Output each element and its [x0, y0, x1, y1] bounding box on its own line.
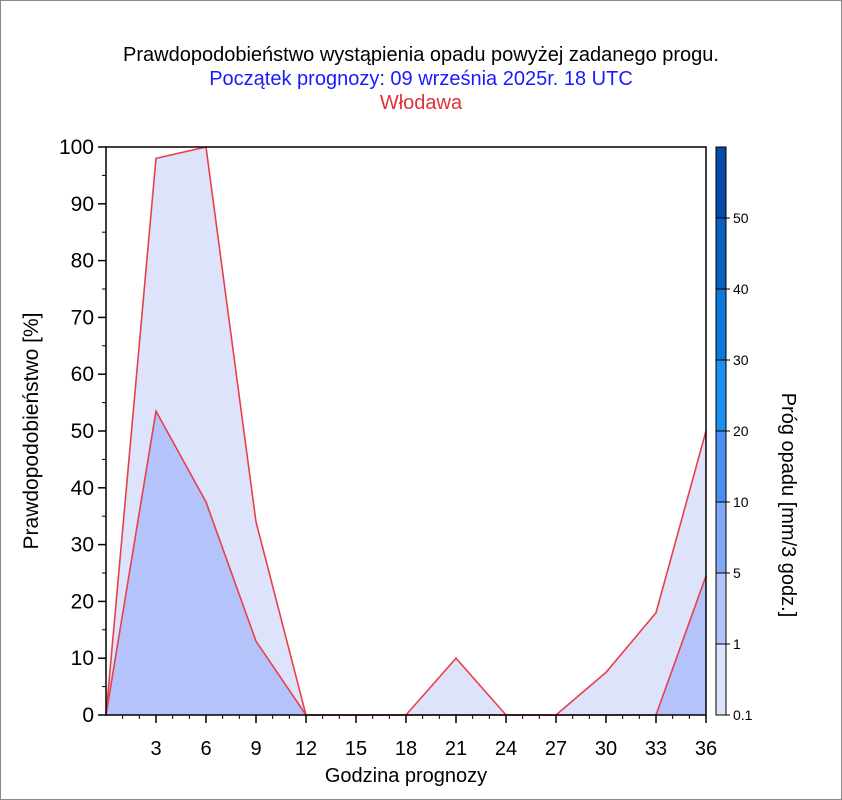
- y-tick-label: 70: [71, 306, 94, 329]
- area-threshold-1: [106, 411, 706, 715]
- y-tick-label: 50: [71, 420, 94, 443]
- colorbar-segment: [716, 431, 726, 502]
- area-threshold-0.1: [106, 147, 706, 715]
- location-label: Włodawa: [379, 92, 463, 114]
- x-tick-label: 24: [495, 738, 517, 760]
- x-tick-label: 30: [595, 738, 617, 760]
- y-tick-label: 30: [71, 534, 94, 557]
- colorbar-tick-label: 20: [733, 423, 749, 439]
- y-tick-label: 40: [71, 477, 94, 500]
- colorbar-tick-label: 5: [733, 565, 741, 581]
- colorbar-tick-label: 0.1: [733, 707, 753, 723]
- y-tick-label: 90: [71, 193, 94, 216]
- x-tick-label: 6: [200, 738, 211, 760]
- colorbar: 0.1 1 5 10 20 30 40 50: [715, 146, 753, 723]
- y-axis-label: Prawdopodobieństwo [%]: [20, 313, 43, 550]
- x-tick-label: 36: [695, 738, 717, 760]
- y-tick-label: 60: [71, 363, 94, 386]
- colorbar-segment: [716, 502, 726, 573]
- y-tick-label: 20: [71, 590, 94, 613]
- plot-areas: [105, 146, 707, 716]
- colorbar-tick-label: 10: [733, 494, 749, 510]
- y-tick-label: 10: [71, 647, 94, 670]
- colorbar-segment: [716, 573, 726, 644]
- colorbar-segment: [716, 289, 726, 360]
- x-tick-label: 3: [150, 738, 161, 760]
- x-tick-label: 15: [345, 738, 367, 760]
- chart-subtitle: Początek prognozy: 09 września 2025r. 18…: [209, 68, 633, 90]
- chart-title: Prawdopodobieństwo wystąpienia opadu pow…: [123, 44, 719, 66]
- colorbar-tick-label: 1: [733, 636, 741, 652]
- colorbar-label: Próg opadu [mm/3 godz.]: [777, 393, 799, 618]
- x-axis-label: Godzina prognozy: [325, 765, 487, 787]
- colorbar-segment: [716, 644, 726, 715]
- y-axis: 0 10 20 30 40 50 60 70 80 90 100: [59, 136, 106, 727]
- y-tick-label: 0: [82, 704, 94, 727]
- colorbar-tick-label: 50: [733, 210, 749, 226]
- x-tick-label: 12: [295, 738, 317, 760]
- x-tick-label: 9: [250, 738, 261, 760]
- colorbar-tick-label: 30: [733, 352, 749, 368]
- x-tick-label: 33: [645, 738, 667, 760]
- x-axis: 3 6 9 12 15 18 21 24 27 30 33 36: [122, 715, 717, 760]
- colorbar-segment: [716, 360, 726, 431]
- x-tick-label: 27: [545, 738, 567, 760]
- y-tick-label: 80: [71, 250, 94, 273]
- colorbar-segment: [716, 147, 726, 218]
- y-tick-label: 100: [59, 136, 94, 159]
- x-tick-label: 21: [445, 738, 467, 760]
- x-tick-label: 18: [395, 738, 417, 760]
- colorbar-segment: [716, 218, 726, 289]
- colorbar-tick-label: 40: [733, 281, 749, 297]
